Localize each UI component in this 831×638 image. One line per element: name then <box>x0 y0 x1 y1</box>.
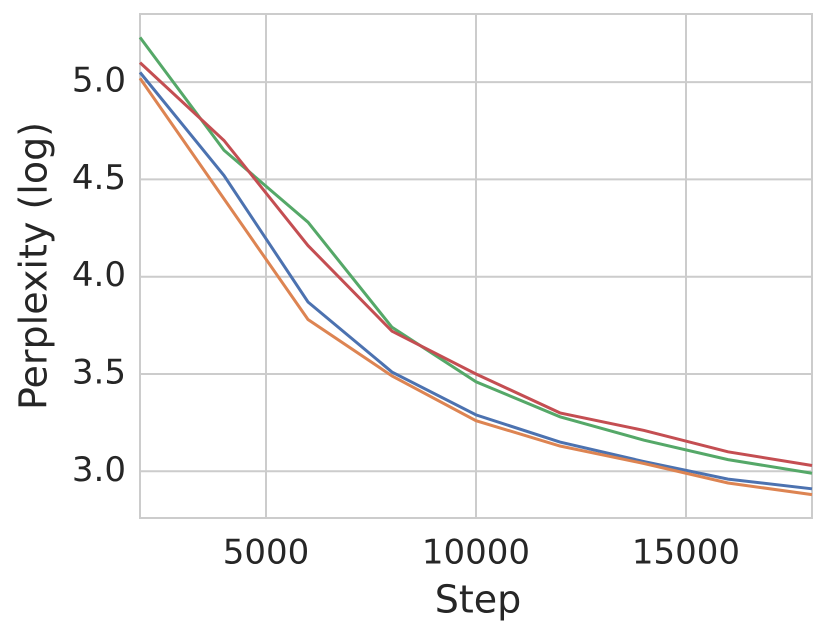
y-tick-label: 3.5 <box>72 353 126 393</box>
plot-frame <box>139 13 813 519</box>
x-tick-label: 15000 <box>632 533 740 573</box>
line <box>138 77 813 497</box>
y-tick-label: 4.5 <box>72 158 126 198</box>
x-tick-label: 10000 <box>422 533 530 573</box>
line <box>138 71 813 491</box>
y-tick-label: 3.0 <box>72 450 126 490</box>
y-axis-label: Perplexity (log) <box>12 122 56 410</box>
y-tick-label: 5.0 <box>72 61 126 101</box>
x-axis-label: Step <box>435 578 522 622</box>
x-tick-label: 5000 <box>223 533 310 573</box>
line <box>138 61 813 467</box>
y-tick-label: 4.0 <box>72 255 126 295</box>
